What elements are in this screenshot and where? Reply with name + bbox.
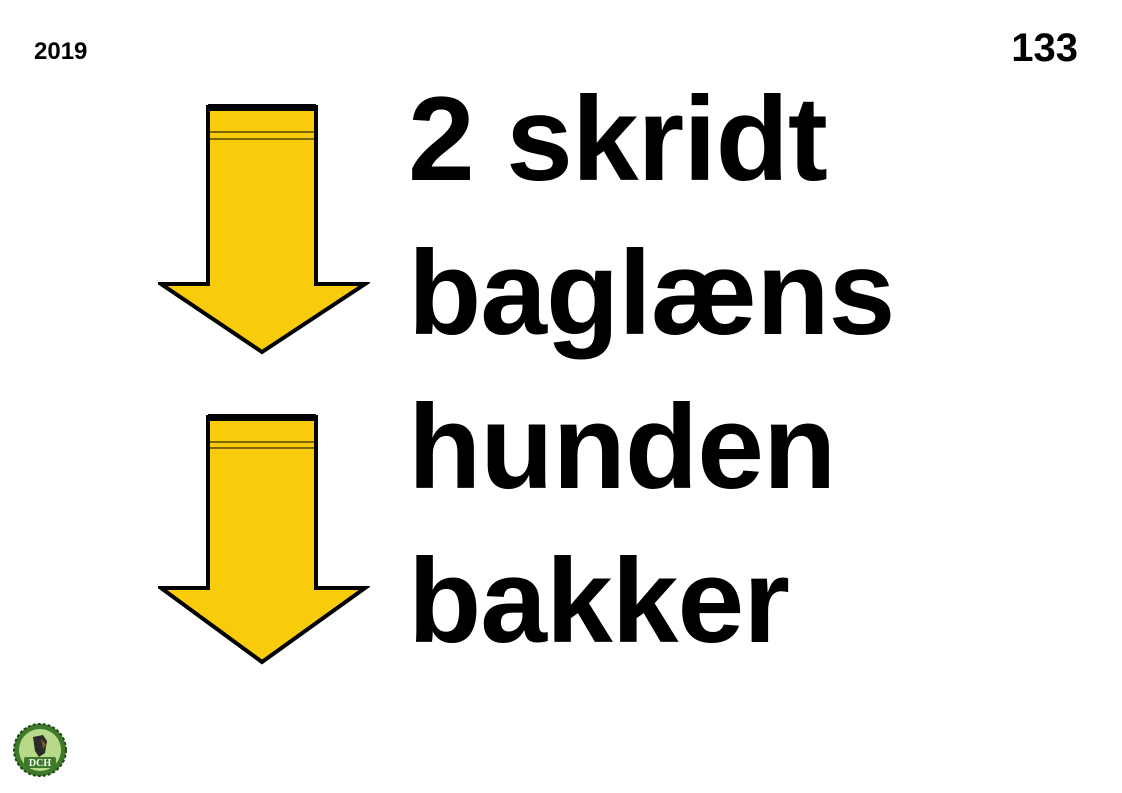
instruction-line-3: hunden [408,380,836,514]
dch-logo-icon: DCH [13,723,67,777]
year-label: 2019 [34,38,88,65]
arrow-down-icon [158,414,370,665]
instruction-text: 2 skridt baglæns hunden bakker [408,62,895,678]
instruction-line-1: 2 skridt [408,72,828,206]
instruction-line-4: bakker [408,534,790,668]
sign-number: 133 [1011,26,1078,70]
arrow-down-icon [158,104,370,355]
instruction-line-2: baglæns [408,226,895,360]
logo-text: DCH [29,758,51,769]
